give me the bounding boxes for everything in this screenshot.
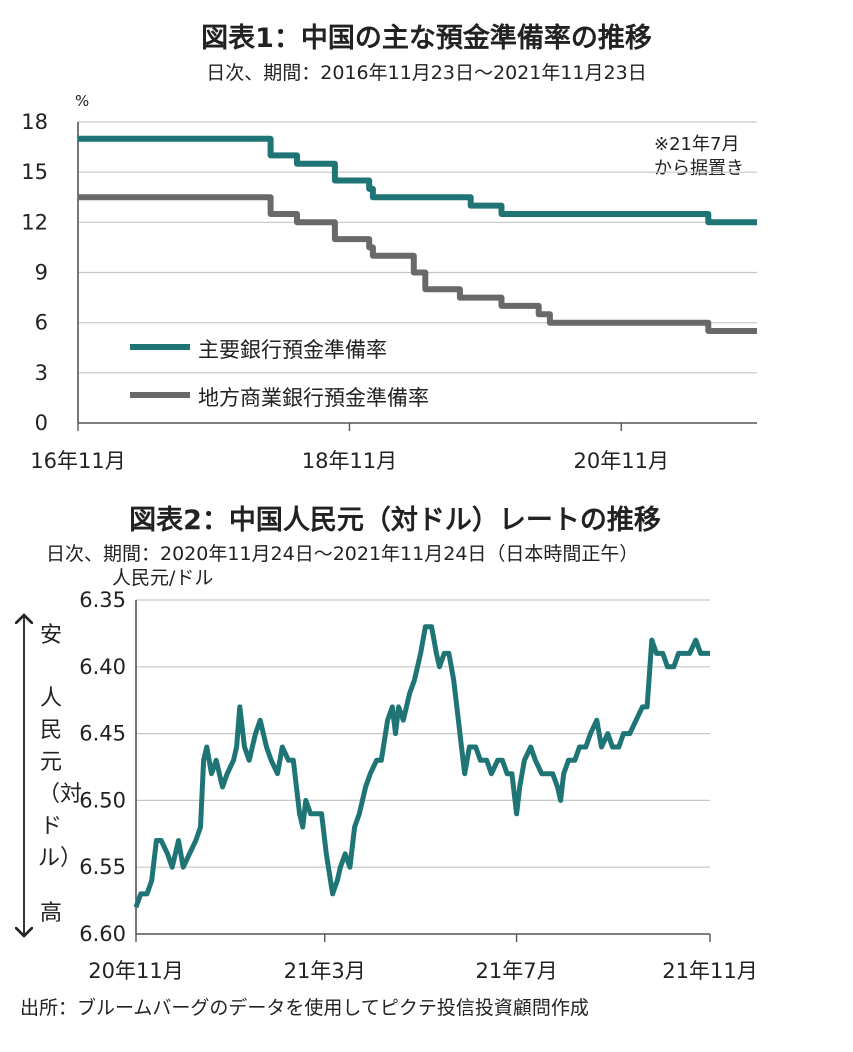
chart1-note-line2: から据置き	[654, 158, 744, 179]
chart1-title: 図表1：中国の主な預金準備率の推移	[201, 23, 652, 54]
y-tick-label: 18	[21, 110, 48, 134]
chart1-legend-label-regional: 地方商業銀行預金準備率	[198, 386, 429, 410]
x-tick-label: 21年3月	[284, 959, 366, 983]
x-tick-label: 18年11月	[302, 449, 397, 473]
chart2-plot: 6.35 6.40 6.45 6.50 6.55 6.60 20年11月 21年3月 21年7月…	[79, 588, 757, 983]
y-tick-label: 6.35	[79, 588, 126, 612]
chart1-note-line1: ※21年7月	[654, 134, 740, 155]
chart2-arrow-top-label: 安	[39, 623, 62, 648]
chart2-subtitle: 日次、期間：2020年11月24日～2021年11月24日（日本時間正午）	[46, 543, 639, 565]
chart1-plot: 0 3 6 9 12 15 18 16年11月 18年11月 20年11月	[21, 110, 757, 473]
chart1-legend-label-main: 主要銀行預金準備率	[198, 338, 387, 362]
series-line-1	[133, 624, 710, 909]
x-tick-label: 21年7月	[476, 959, 558, 983]
y-tick-label: 6.50	[79, 788, 126, 812]
y-tick-label: 3	[35, 361, 48, 385]
chart2-title: 図表2：中国人民元（対ドル）レートの推移	[129, 505, 661, 536]
y-tick-label: 6	[35, 311, 48, 335]
y-tick-label: 6.60	[79, 922, 126, 946]
y-tick-label: 12	[21, 210, 48, 234]
y-tick-label: 6.40	[79, 655, 126, 679]
chart2-arrow-bottom-label: 高	[39, 901, 62, 926]
x-tick-label: 21年11月	[662, 959, 757, 983]
x-tick-label: 20年11月	[88, 959, 183, 983]
series-line-1	[78, 135, 757, 226]
x-tick-label: 16年11月	[30, 449, 125, 473]
chart1-note: ※21年7月 から据置き	[654, 133, 744, 181]
chart1-unit: %	[75, 92, 90, 110]
chart2-unit: 人民元/ドル	[112, 567, 214, 589]
y-tick-label: 0	[35, 411, 48, 435]
y-tick-label: 6.45	[79, 722, 126, 746]
y-tick-label: 15	[21, 160, 48, 184]
y-tick-label: 9	[35, 261, 48, 285]
x-tick-label: 20年11月	[574, 449, 669, 473]
footer-source: 出所：ブルームバーグのデータを使用してピクテ投信投資顧問作成	[20, 997, 589, 1019]
chart1-subtitle: 日次、期間：2016年11月23日～2021年11月23日	[206, 62, 647, 84]
series-line-2	[78, 194, 757, 334]
y-tick-label: 6.55	[79, 855, 126, 879]
